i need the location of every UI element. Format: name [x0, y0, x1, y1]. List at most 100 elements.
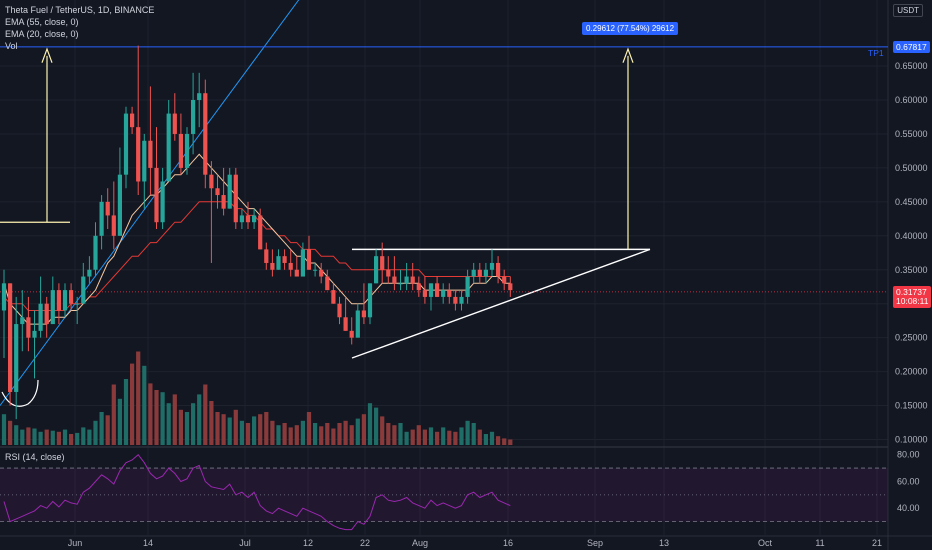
time-axis[interactable]: Jun 14 Jul 12 22 Aug 16 Sep 13 Oct 11 21: [68, 538, 882, 548]
volume-bar: [178, 409, 183, 445]
candle-body: [99, 201, 104, 236]
volume-bar: [319, 426, 324, 445]
candle-body: [239, 215, 244, 223]
candle-body: [349, 330, 354, 338]
volume-bar: [441, 427, 446, 445]
candle-body: [130, 113, 135, 128]
volume-bar: [197, 394, 202, 445]
candle-body: [422, 290, 427, 297]
candle-body: [459, 296, 464, 304]
volume-bar: [325, 423, 330, 445]
ema-lines: [3, 153, 511, 325]
ema55-legend[interactable]: EMA (55, close, 0): [5, 17, 79, 27]
candle-body: [123, 113, 129, 175]
candle-body: [20, 317, 25, 325]
price-axis[interactable]: 0.65000 0.60000 0.55000 0.50000 0.45000 0.400…: [895, 61, 928, 513]
time-tick-label: 16: [503, 538, 513, 548]
volume-bar: [209, 401, 214, 445]
candle-body: [508, 283, 513, 291]
candle-body: [172, 113, 177, 134]
time-tick-label: Aug: [412, 538, 428, 548]
candle-body: [184, 133, 190, 168]
currency-badge[interactable]: USDT: [893, 4, 923, 17]
candle-body: [410, 276, 415, 284]
symbol-title[interactable]: Theta Fuel / TetherUS, 1D, BINANCE: [5, 5, 155, 15]
chart-legend: Theta Fuel / TetherUS, 1D, BINANCE EMA (…: [5, 4, 154, 52]
candle-body: [294, 269, 299, 277]
rsi-tick-label: 60.00: [897, 476, 920, 486]
last-price: 0.31737: [896, 287, 927, 297]
volume-bar: [264, 412, 269, 445]
volume-bar: [386, 423, 391, 445]
volume-bar: [99, 412, 104, 445]
candle-body: [502, 276, 507, 284]
candle-body: [44, 303, 49, 325]
candle-body: [361, 310, 366, 318]
candle-body: [428, 283, 434, 297]
ema20-legend[interactable]: EMA (20, close, 0): [5, 29, 79, 39]
candle-body: [465, 276, 470, 297]
volume-bar: [81, 427, 86, 445]
volume-bar: [87, 429, 92, 445]
volume-bar: [172, 394, 177, 445]
time-tick-label: Sep: [587, 538, 603, 548]
candle-body: [50, 290, 55, 325]
candle-body: [337, 303, 342, 318]
candle-body: [111, 215, 116, 236]
candle-body: [160, 181, 165, 223]
candle-body: [154, 167, 159, 223]
volume-bar: [221, 414, 226, 445]
volume-bar: [276, 425, 281, 445]
volume-bar: [508, 439, 513, 445]
volume-bar: [483, 434, 488, 445]
volume-bar: [56, 431, 61, 445]
volume-bar: [26, 427, 31, 445]
candle-body: [355, 310, 360, 338]
volume-bar: [465, 420, 470, 445]
candle-body: [404, 276, 409, 284]
volume-bar: [300, 420, 305, 445]
volume-bar: [331, 428, 336, 445]
volume-bar: [75, 432, 80, 445]
candle-body: [386, 269, 391, 277]
volume-bar: [166, 403, 171, 445]
volume-bar: [416, 425, 421, 445]
volume-bar: [380, 416, 385, 445]
candle-body: [245, 215, 251, 223]
rsi-legend[interactable]: RSI (14, close): [5, 452, 65, 462]
volume-bar: [398, 423, 403, 445]
last-price-badge: 0.31737 10:08:11: [893, 286, 932, 308]
volume-bar: [392, 425, 397, 445]
tp-price-badge: 0.67817: [893, 41, 930, 53]
volume-legend[interactable]: Vol: [5, 41, 18, 51]
time-tick-label: 11: [815, 538, 824, 548]
volume-bar: [105, 415, 110, 445]
candle-body: [8, 283, 13, 392]
volume-bar: [62, 429, 68, 445]
candle-body: [117, 174, 122, 236]
volume-bar: [502, 438, 507, 445]
volume-bar: [428, 427, 434, 445]
volume-bar: [44, 429, 49, 445]
candle-body: [306, 249, 312, 270]
candle-body: [148, 140, 153, 168]
price-tick-label: 0.40000: [895, 231, 928, 241]
volume-bar: [239, 420, 244, 445]
price-tick-label: 0.10000: [895, 435, 928, 445]
volume-bar: [130, 363, 135, 445]
candle-body: [398, 283, 403, 285]
candle-body: [496, 262, 501, 277]
volume-bar: [252, 416, 257, 445]
candle-body: [1, 283, 7, 311]
candle-body: [367, 283, 373, 318]
rsi-tick-label: 40.00: [897, 503, 920, 513]
volume-bar: [355, 418, 360, 445]
volume-bar: [374, 407, 379, 445]
ema20-line: [3, 153, 511, 325]
volume-bar: [117, 398, 122, 445]
volume-bar: [477, 429, 482, 445]
volume-bar: [93, 420, 98, 445]
